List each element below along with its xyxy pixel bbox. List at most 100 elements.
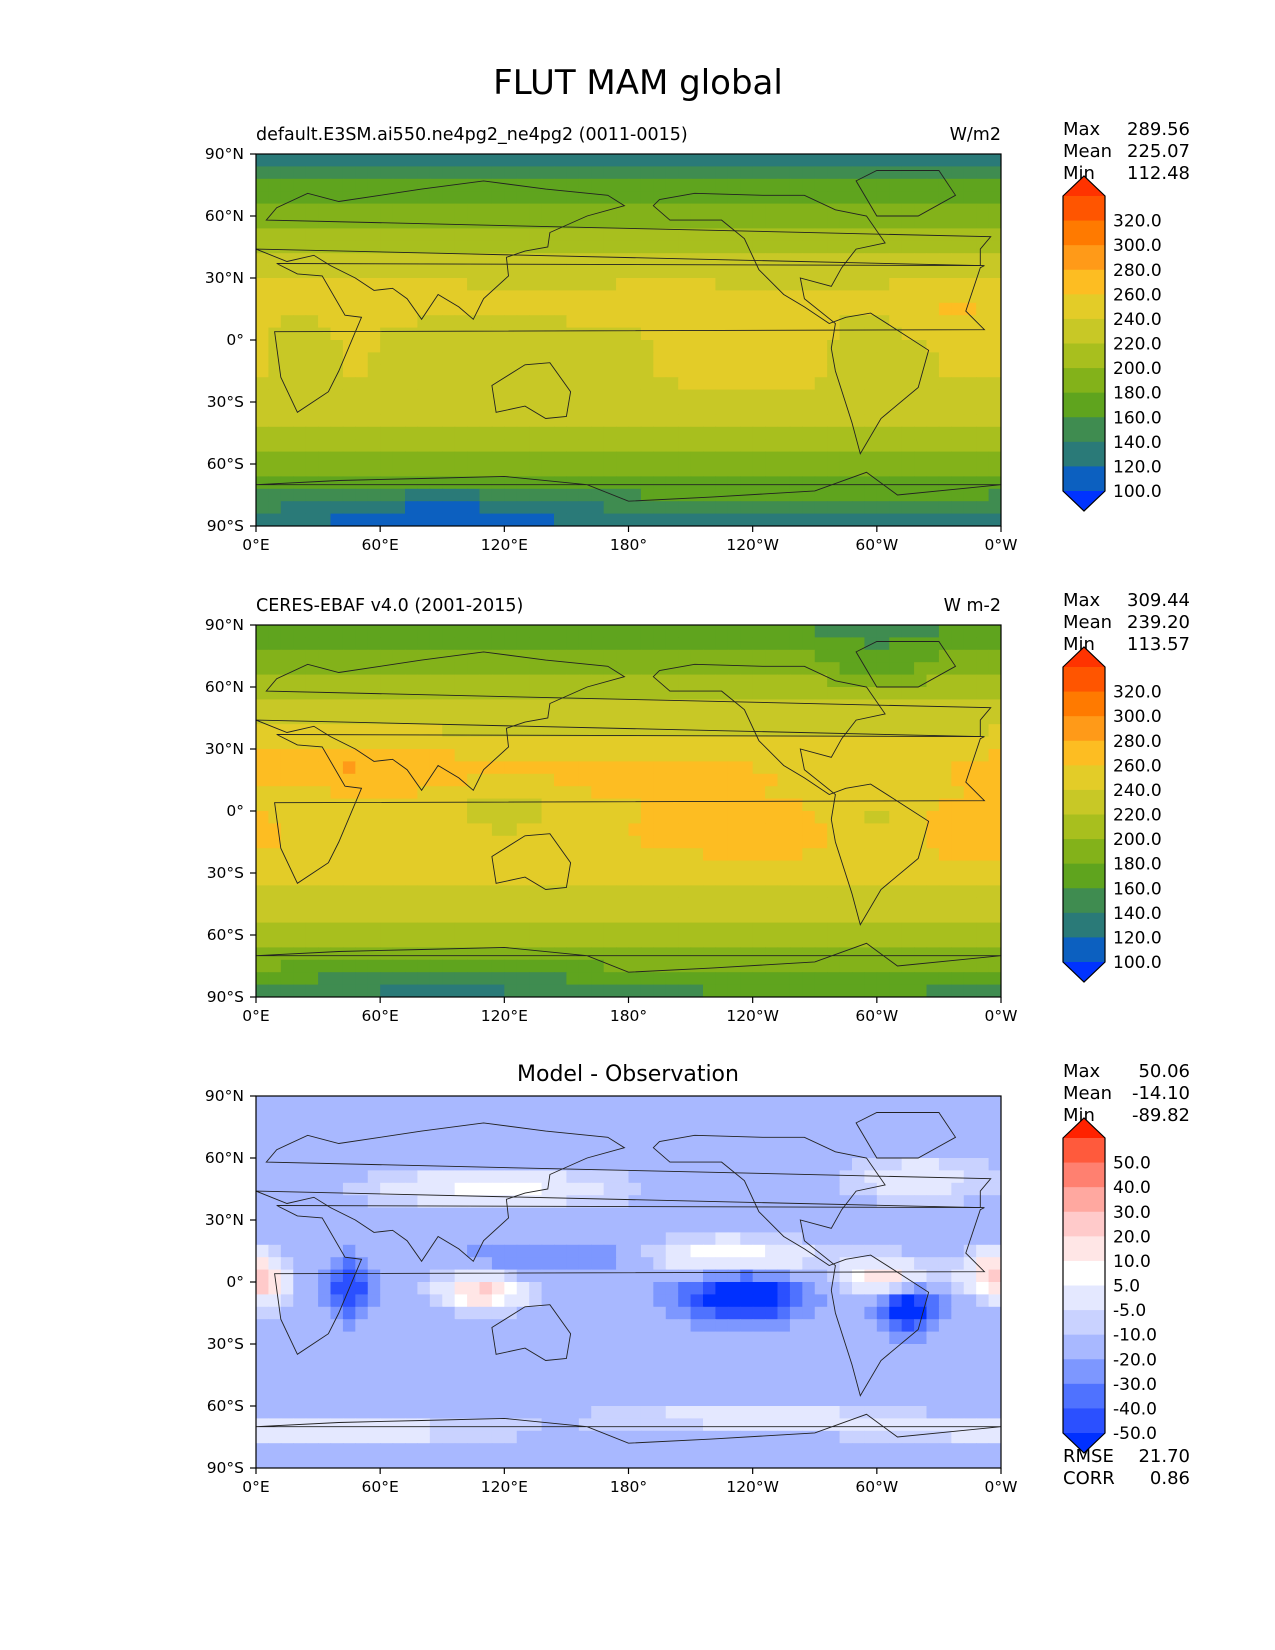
- field-cell: [876, 302, 890, 316]
- field-cell: [715, 464, 729, 477]
- field-cell: [504, 513, 518, 526]
- field-cell: [479, 811, 493, 824]
- coastline: [491, 362, 572, 419]
- field-cell: [554, 1244, 568, 1258]
- field-cell: [938, 860, 952, 874]
- field-cell: [765, 798, 779, 812]
- field-cell: [491, 402, 505, 415]
- field-cell: [280, 1133, 294, 1147]
- field-cell: [789, 340, 803, 353]
- field-cell: [715, 835, 729, 849]
- field-cell: [479, 786, 493, 800]
- field-cell: [802, 649, 816, 663]
- field-cell: [839, 191, 853, 205]
- field-cell: [715, 278, 729, 291]
- field-cell: [889, 848, 903, 862]
- field-cell: [777, 1306, 791, 1320]
- field-cell: [938, 1182, 952, 1196]
- field-cell: [554, 1096, 568, 1109]
- field-cell: [988, 216, 1001, 229]
- field-cell: [901, 910, 915, 924]
- field-cell: [367, 1182, 381, 1196]
- field-cell: [640, 823, 654, 837]
- field-cell: [926, 910, 940, 924]
- field-cell: [628, 464, 642, 477]
- field-cell: [752, 203, 766, 217]
- field-cell: [901, 302, 915, 316]
- field-cell: [529, 513, 543, 526]
- field-cell: [839, 290, 853, 304]
- field-cell: [876, 191, 890, 205]
- field-cell: [541, 1170, 555, 1184]
- field-cell: [640, 662, 654, 676]
- field-cell: [703, 1269, 717, 1283]
- field-cell: [765, 402, 779, 415]
- field-cell: [814, 637, 828, 651]
- field-cell: [852, 278, 866, 291]
- field-cell: [566, 786, 580, 800]
- field-cell: [690, 848, 704, 862]
- field-cell: [926, 922, 940, 936]
- field-cell: [765, 885, 779, 899]
- field-cell: [665, 947, 679, 961]
- field-cell: [516, 773, 530, 787]
- field-cell: [305, 1220, 319, 1233]
- field-cell: [566, 897, 580, 911]
- field-cell: [429, 885, 443, 899]
- colorbar-segment: [1063, 740, 1105, 766]
- field-cell: [330, 414, 344, 428]
- field-cell: [789, 1331, 803, 1345]
- field-cell: [491, 873, 505, 886]
- field-cell: [988, 1269, 1001, 1283]
- field-cell: [417, 1244, 431, 1258]
- field-cell: [814, 364, 828, 378]
- field-cell: [988, 935, 1001, 948]
- field-cell: [715, 649, 729, 663]
- field-cell: [628, 501, 642, 515]
- x-tick-label: 60°E: [362, 536, 399, 554]
- field-cell: [342, 364, 356, 378]
- field-cell: [293, 1133, 307, 1147]
- field-cell: [355, 835, 369, 849]
- field-cell: [703, 947, 717, 961]
- field-cell: [541, 1294, 555, 1308]
- field-cell: [839, 1145, 853, 1159]
- field-cell: [703, 811, 717, 824]
- field-cell: [876, 253, 890, 267]
- field-cell: [342, 749, 356, 762]
- field-cell: [529, 1344, 543, 1357]
- field-cell: [889, 1282, 903, 1295]
- field-cell: [665, 253, 679, 267]
- field-cell: [889, 835, 903, 849]
- field-cell: [690, 897, 704, 911]
- field-cell: [293, 959, 307, 973]
- field-cell: [963, 798, 977, 812]
- field-cell: [963, 451, 977, 465]
- field-cell: [864, 1182, 878, 1196]
- field-cell: [355, 364, 369, 378]
- field-cell: [802, 1244, 816, 1258]
- field-cell: [479, 402, 493, 415]
- field-cell: [529, 1108, 543, 1122]
- colorbar-segment: [1063, 667, 1105, 693]
- field-cell: [256, 290, 270, 304]
- field-cell: [653, 302, 667, 316]
- field-cell: [802, 1257, 816, 1271]
- y-tick-label: 30°N: [205, 740, 244, 758]
- field-cell: [914, 749, 928, 762]
- field-cell: [765, 959, 779, 973]
- field-cell: [653, 240, 667, 254]
- field-cell: [765, 154, 779, 167]
- field-cell: [318, 501, 332, 515]
- field-cell: [765, 191, 779, 205]
- field-cell: [541, 327, 555, 341]
- field-cell: [616, 798, 630, 812]
- field-cell: [318, 972, 332, 986]
- field-cell: [305, 488, 319, 502]
- field-cell: [467, 464, 481, 477]
- field-cell: [827, 687, 841, 700]
- field-cell: [802, 835, 816, 849]
- field-cell: [864, 1319, 878, 1333]
- field-cell: [603, 860, 617, 874]
- field-cell: [355, 873, 369, 886]
